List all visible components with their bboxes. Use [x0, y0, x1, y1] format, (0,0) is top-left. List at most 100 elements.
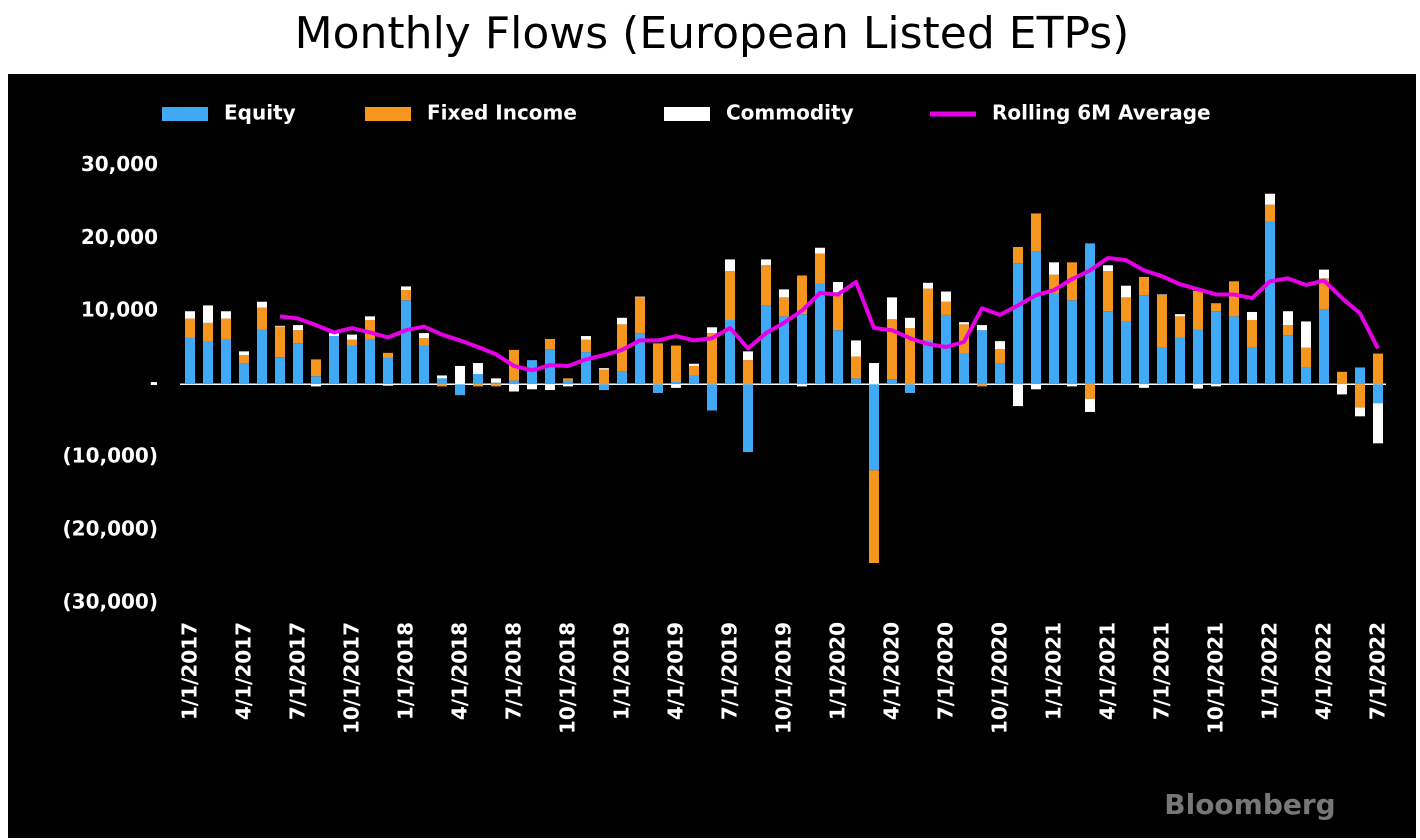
bar-segment	[383, 384, 393, 386]
bar-segment	[959, 353, 969, 385]
x-tick-label: 7/1/2019	[718, 622, 742, 720]
bar-segment	[797, 384, 807, 387]
bar-segment	[437, 378, 447, 385]
bar-segment	[365, 338, 375, 385]
bar-segment	[185, 311, 195, 319]
bar-segment	[995, 363, 1005, 385]
bar-segment	[1121, 321, 1131, 385]
bar-segment	[383, 352, 393, 358]
bar-segment	[1265, 193, 1275, 205]
bar-segment	[941, 314, 951, 385]
bar-segment	[203, 305, 213, 323]
bar-segment	[581, 339, 591, 353]
bar-segment	[1283, 335, 1293, 385]
bar-segment	[707, 327, 717, 334]
bar-segment	[239, 363, 249, 385]
bar-segment	[1139, 276, 1149, 296]
bar-segment	[257, 329, 267, 385]
x-tick-label: 1/1/2020	[826, 622, 850, 720]
bar-segment	[779, 289, 789, 298]
bar-segment	[761, 265, 771, 306]
bar-segment	[1319, 269, 1329, 279]
bar-segment	[401, 300, 411, 385]
bar-segment	[779, 316, 789, 385]
bar-segment	[329, 333, 339, 337]
bar-segment	[293, 330, 303, 344]
x-tick-label: 7/1/2018	[502, 622, 526, 720]
bar-segment	[455, 384, 465, 396]
bar-segment	[257, 301, 267, 308]
x-tick-label: 1/1/2019	[610, 622, 634, 720]
bar-segment	[851, 378, 861, 385]
bar-segment	[1337, 371, 1347, 385]
bar-segment	[779, 297, 789, 317]
bar-segment	[1103, 311, 1113, 385]
bar-segment	[851, 340, 861, 357]
bar-segment	[599, 384, 609, 391]
bar-segment	[293, 343, 303, 385]
bar-segment	[1193, 329, 1203, 385]
bar-segment	[437, 384, 447, 387]
bar-segment	[1157, 294, 1167, 296]
bar-segment	[1193, 384, 1203, 389]
bar-segment	[959, 322, 969, 325]
bar-segment	[887, 379, 897, 385]
bar-segment	[1103, 271, 1113, 312]
bar-segment	[329, 336, 339, 385]
bar-segment	[419, 338, 429, 346]
bar-segment	[221, 318, 231, 339]
bar-segment	[1013, 263, 1023, 385]
y-tick-label: 20,000	[81, 225, 158, 249]
bar-segment	[815, 253, 825, 284]
bar-segment	[689, 363, 699, 366]
bar-segment	[1301, 367, 1311, 385]
bar-segment	[797, 275, 807, 315]
x-tick-label: 4/1/2019	[664, 622, 688, 720]
bar-segment	[1373, 353, 1383, 385]
bar-segment	[995, 341, 1005, 350]
bar-segment	[473, 363, 483, 374]
bar-segment	[1031, 251, 1041, 385]
bar-segment	[437, 375, 447, 379]
bar-segment	[545, 338, 555, 350]
bar-segment	[1247, 346, 1257, 385]
bar-segment	[833, 282, 843, 296]
bar-segment	[311, 376, 321, 385]
bar-segment	[617, 371, 627, 385]
bar-segment	[419, 333, 429, 339]
bar-segment	[347, 334, 357, 340]
bar-segment	[1229, 281, 1239, 317]
bar-segment	[905, 328, 915, 385]
y-tick-label: -	[150, 371, 158, 395]
bar-segment	[887, 297, 897, 320]
bar-segment	[221, 338, 231, 385]
y-tick-label: (30,000)	[63, 590, 158, 614]
bar-segment	[455, 365, 465, 385]
bar-segment	[1265, 221, 1275, 385]
bar-segment	[707, 384, 717, 411]
bar-segment	[1049, 292, 1059, 385]
bar-segment	[815, 247, 825, 254]
bar-segment	[743, 351, 753, 361]
bar-segment	[671, 382, 681, 385]
x-tick-label: 10/1/2018	[556, 622, 580, 734]
bar-segment	[311, 359, 321, 377]
bar-segment	[923, 288, 933, 341]
y-tick-label: 10,000	[81, 298, 158, 322]
legend-label: Equity	[224, 101, 296, 125]
bar-segment	[491, 384, 501, 387]
rolling-average-line	[279, 255, 1380, 373]
x-tick-label: 1/1/2018	[394, 622, 418, 720]
bar-segment	[1157, 346, 1167, 385]
watermark: Bloomberg	[1164, 788, 1335, 821]
bar-segment	[1265, 204, 1275, 222]
bar-segment	[995, 349, 1005, 364]
bar-segment	[365, 316, 375, 320]
bar-segment	[203, 322, 213, 342]
bar-segment	[1247, 319, 1257, 347]
bar-segment	[1121, 285, 1131, 298]
bar-segment	[383, 357, 393, 385]
bar-segment	[1301, 347, 1311, 368]
bar-segment	[509, 380, 519, 385]
bar-segment	[815, 283, 825, 385]
